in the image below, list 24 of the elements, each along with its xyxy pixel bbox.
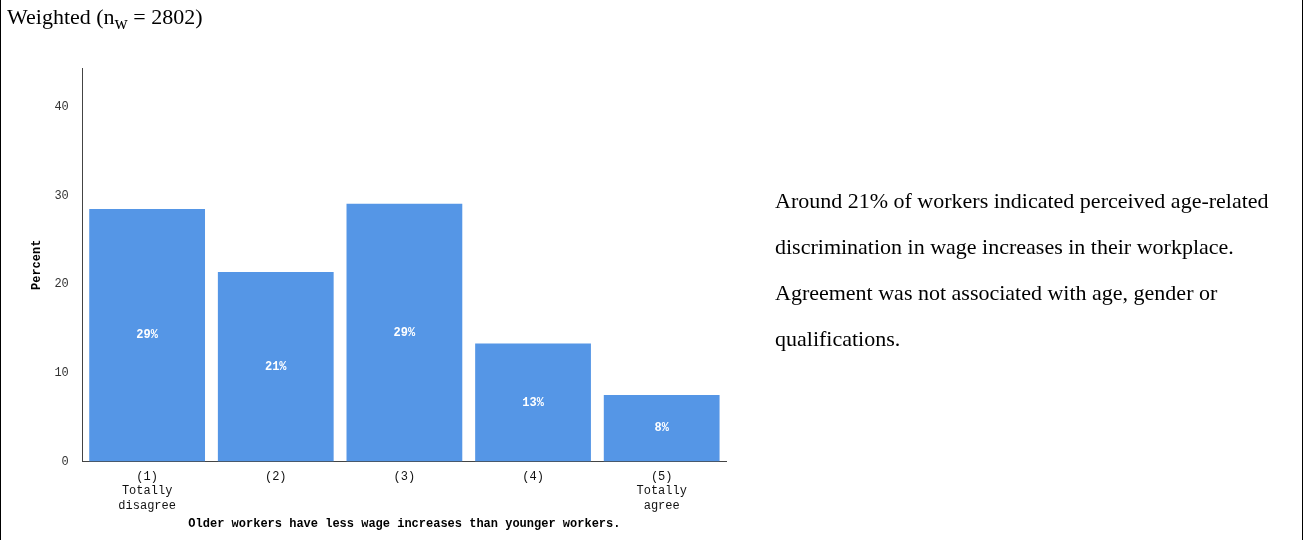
data-label: 21%	[264, 359, 288, 374]
bar	[346, 203, 463, 462]
x-axis-title: Older workers have less wage increases than younger workers.	[188, 516, 621, 531]
bar	[217, 271, 334, 462]
y-tick-label: 30	[54, 188, 69, 203]
bar	[475, 343, 591, 462]
bar	[89, 209, 206, 462]
text: Around 21% of workers indicated perceived age-related discrimination in wage increases in their workplace. Agreement was not associated with age, gender or qualifications.	[775, 187, 1270, 353]
y-tick-label: 40	[54, 100, 69, 115]
x-tick-label: (2)	[264, 469, 287, 484]
data-label: 8%	[654, 421, 670, 436]
bar	[603, 394, 720, 462]
x-tick-label: (4)	[522, 469, 544, 484]
y-tick-label: 0	[61, 454, 69, 469]
x-tick-label: (3)	[393, 469, 416, 484]
data-label: 29%	[393, 325, 416, 340]
data-label: 29%	[136, 328, 159, 343]
y-axis-title: Percent	[30, 239, 45, 291]
chart-title: Weighted (n$_{w}$ = 2802)	[7, 4, 203, 35]
y-tick-label: 10	[54, 366, 69, 381]
data-label: 13%	[522, 395, 545, 410]
y-tick-label: 20	[54, 277, 69, 292]
x-tick-label: (1) Totally disagree	[118, 469, 176, 513]
x-tick-label: (5) Totally agree	[636, 469, 687, 513]
